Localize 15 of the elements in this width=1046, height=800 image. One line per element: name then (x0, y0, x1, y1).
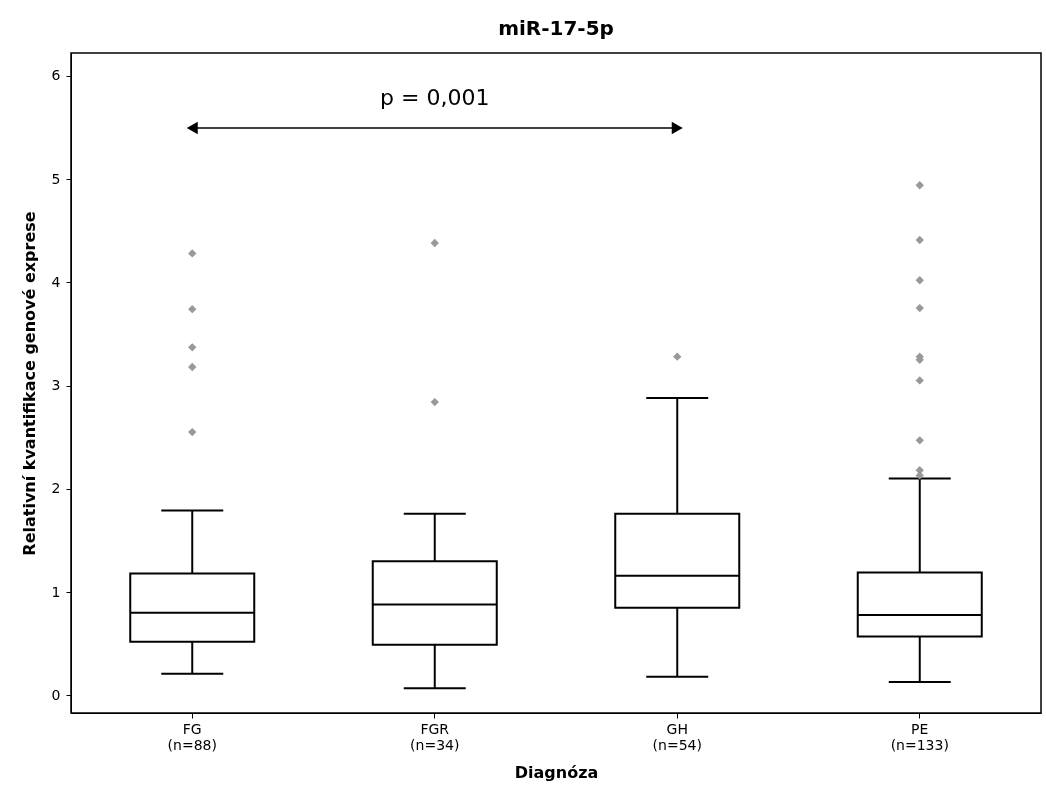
x-tick-label: FGR (n=34) (410, 720, 460, 753)
y-tick-label: 1 (51, 583, 61, 600)
y-tick-label: 2 (51, 480, 61, 497)
y-tick-label: 5 (51, 170, 61, 187)
chart-title: miR-17-5p (498, 16, 614, 40)
y-tick-label: 3 (51, 377, 61, 394)
y-tick-label: 6 (51, 67, 61, 84)
y-axis-title: Relativní kvantifikace genové exprese (19, 211, 39, 556)
x-tick-label: PE (n=133) (890, 720, 949, 753)
x-tick-label: FG (n=88) (167, 720, 217, 753)
x-axis-title: Diagnóza (514, 762, 599, 782)
x-tick-label: GH (n=54) (652, 720, 702, 753)
y-tick-label: 4 (51, 273, 61, 290)
annotation: p = 0,001 (380, 85, 490, 110)
y-tick-label: 0 (51, 686, 61, 703)
